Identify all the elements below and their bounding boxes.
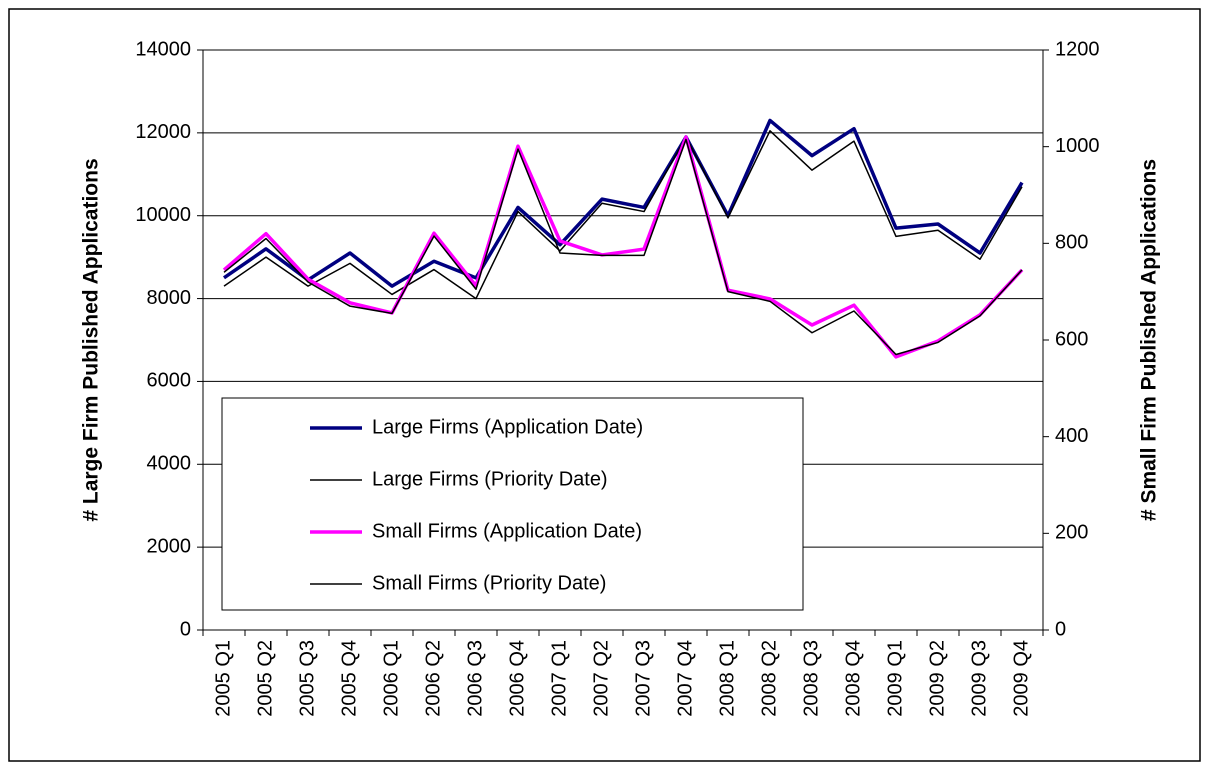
y-axis-title: # Large Firm Published Applications [80, 158, 103, 521]
y-tick-label: 0 [180, 618, 191, 640]
legend-label: Large Firms (Priority Date) [372, 468, 608, 490]
x-tick-label: 2007 Q1 [548, 640, 570, 717]
x-tick-label: 2005 Q2 [254, 640, 276, 717]
legend-label: Small Firms (Priority Date) [372, 572, 606, 594]
y2-tick-label: 1200 [1055, 38, 1100, 60]
x-tick-label: 2008 Q1 [716, 640, 738, 717]
x-tick-label: 2009 Q2 [926, 640, 948, 717]
y2-tick-label: 600 [1055, 328, 1088, 350]
x-tick-label: 2006 Q3 [464, 640, 486, 717]
x-tick-label: 2006 Q2 [422, 640, 444, 717]
legend-label: Small Firms (Application Date) [372, 520, 642, 542]
y2-tick-label: 0 [1055, 618, 1066, 640]
x-tick-label: 2009 Q4 [1010, 640, 1032, 717]
y-tick-label: 2000 [147, 535, 192, 557]
legend-box [221, 397, 804, 611]
y-tick-label: 8000 [147, 287, 192, 309]
x-tick-label: 2007 Q2 [590, 640, 612, 717]
y2-tick-label: 400 [1055, 425, 1088, 447]
x-tick-label: 2005 Q3 [296, 640, 318, 717]
y-tick-label: 4000 [147, 453, 192, 475]
x-tick-label: 2009 Q1 [884, 640, 906, 717]
x-tick-label: 2009 Q3 [968, 640, 990, 717]
x-tick-label: 2006 Q4 [506, 640, 528, 717]
x-tick-label: 2005 Q1 [212, 640, 234, 717]
y2-tick-label: 800 [1055, 232, 1088, 254]
y-tick-label: 6000 [147, 370, 192, 392]
series-line [223, 118, 1024, 288]
legend-label: Large Firms (Application Date) [372, 416, 643, 438]
x-tick-label: 2008 Q2 [758, 640, 780, 717]
x-tick-label: 2007 Q3 [632, 640, 654, 717]
y-tick-label: 14000 [135, 38, 191, 60]
series-line [223, 138, 1023, 356]
y-tick-label: 12000 [135, 121, 191, 143]
x-tick-label: 2008 Q4 [842, 640, 864, 717]
y2-axis-title: # Small Firm Published Applications [1138, 159, 1161, 521]
y-tick-label: 10000 [135, 204, 191, 226]
y2-tick-label: 200 [1055, 522, 1088, 544]
x-tick-label: 2008 Q3 [800, 640, 822, 717]
x-tick-label: 2005 Q4 [338, 640, 360, 717]
y2-tick-label: 1000 [1055, 135, 1100, 157]
x-tick-label: 2006 Q1 [380, 640, 402, 717]
x-tick-label: 2007 Q4 [674, 640, 696, 717]
series-line [223, 130, 1023, 300]
